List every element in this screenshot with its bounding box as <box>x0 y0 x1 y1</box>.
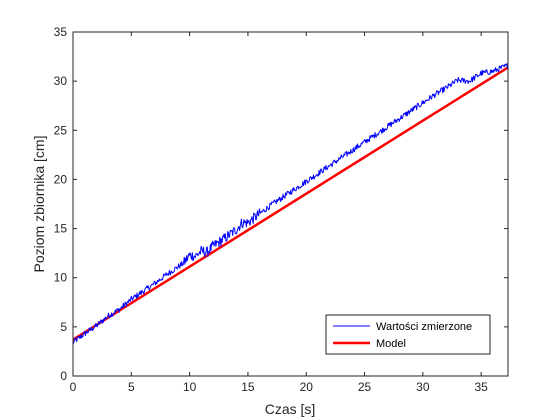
plot-frame <box>72 31 509 377</box>
legend-box <box>325 314 491 355</box>
y-axis-label: Poziom zbiornika [cm] <box>31 136 47 273</box>
legend-label-model: Model <box>376 338 406 350</box>
ticks-layer: 0 5 10 15 20 25 30 35 0 5 10 15 20 25 30 35 <box>54 25 508 394</box>
x-tick-label: 15 <box>241 380 255 394</box>
legend-label-measured: Wartości zmierzone <box>376 321 472 333</box>
series-line-model <box>72 66 509 341</box>
x-tick-label: 0 <box>70 380 77 394</box>
x-tick-label: 30 <box>416 380 430 394</box>
y-tick-label: 15 <box>54 222 68 236</box>
series-line-measured <box>72 63 509 344</box>
x-tick-label: 20 <box>300 380 314 394</box>
y-tick-label: 25 <box>54 123 68 137</box>
legend: Wartości zmierzone Model <box>325 314 491 355</box>
x-tick-label: 5 <box>128 380 135 394</box>
y-tick-label: 20 <box>54 172 68 186</box>
y-tick-label: 0 <box>60 369 67 383</box>
x-tick-label: 35 <box>474 380 488 394</box>
y-tick-label: 35 <box>54 25 68 39</box>
y-tick-label: 5 <box>60 320 67 334</box>
series-layer <box>72 63 509 344</box>
x-axis-label: Czas [s] <box>265 401 316 417</box>
y-tick-label: 30 <box>54 74 68 88</box>
y-tick-label: 10 <box>54 271 68 285</box>
x-tick-label: 10 <box>183 380 197 394</box>
x-tick-label: 25 <box>358 380 372 394</box>
